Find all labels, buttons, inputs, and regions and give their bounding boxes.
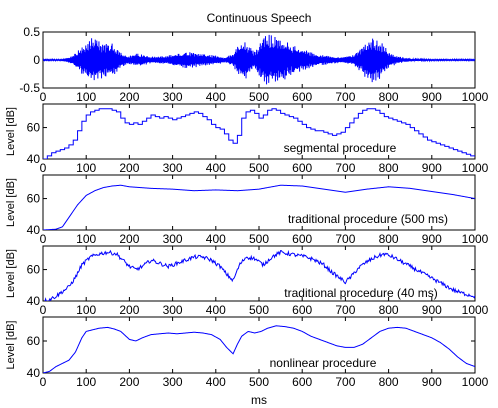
x-tick-label: 600 xyxy=(292,161,312,175)
x-tick-label: 500 xyxy=(249,161,269,175)
x-tick-label: 500 xyxy=(249,90,269,104)
y-tick-label: -0.5 xyxy=(19,81,40,95)
x-tick-label: 400 xyxy=(206,90,226,104)
x-tick-label: 700 xyxy=(335,303,355,317)
x-tick-label: 900 xyxy=(422,303,442,317)
x-tick-label: 500 xyxy=(249,375,269,389)
x-tick-label: 0 xyxy=(40,90,47,104)
x-tick-label: 100 xyxy=(76,90,96,104)
x-tick-label: 0 xyxy=(40,375,47,389)
x-tick-label: 200 xyxy=(119,161,139,175)
x-tick-label: 400 xyxy=(206,232,226,246)
plot-area xyxy=(42,174,476,231)
y-axis-label: Level [dB] xyxy=(5,107,17,156)
plot-area xyxy=(42,245,476,302)
x-tick-label: 1000 xyxy=(462,375,489,389)
x-tick-label: 700 xyxy=(335,90,355,104)
panel-annotation: traditional procedure (40 ms) xyxy=(284,286,437,300)
x-tick-label: 800 xyxy=(379,375,399,389)
x-tick-label: 400 xyxy=(206,303,226,317)
y-tick-label: 60 xyxy=(27,263,41,277)
x-tick-label: 100 xyxy=(76,375,96,389)
y-tick-label: 40 xyxy=(27,294,41,308)
series-line-segmental xyxy=(43,108,475,159)
x-tick-label: 100 xyxy=(76,161,96,175)
y-tick-label: 40 xyxy=(27,223,41,237)
x-tick-label: 0 xyxy=(40,232,47,246)
x-tick-label: 500 xyxy=(249,232,269,246)
x-tick-label: 600 xyxy=(292,375,312,389)
panel-annotation: segmental procedure xyxy=(284,141,397,155)
series-line-traditional-500 xyxy=(43,184,475,230)
panel-traditional-500: 0 100 200 300 400 500 600 700 800 900 1000 40 60 Leve… xyxy=(5,174,489,246)
plot-area xyxy=(42,103,476,160)
x-tick-label: 0 xyxy=(40,303,47,317)
panel-nonlinear: 0 100 200 300 400 500 600 700 800 900 1000 40 60 Leve… xyxy=(5,316,489,389)
x-tick-label: 700 xyxy=(335,375,355,389)
chart-title: Continuous Speech xyxy=(207,11,312,25)
x-tick-label: 400 xyxy=(206,161,226,175)
x-tick-label: 300 xyxy=(163,161,183,175)
x-tick-label: 200 xyxy=(119,90,139,104)
y-axis-label: Level [dB] xyxy=(5,178,17,227)
x-tick-label: 1000 xyxy=(462,161,489,175)
x-tick-label: 200 xyxy=(119,232,139,246)
x-tick-label: 100 xyxy=(76,232,96,246)
x-tick-label: 700 xyxy=(335,161,355,175)
x-tick-label: 300 xyxy=(163,303,183,317)
y-axis-label: Level [dB] xyxy=(5,249,17,298)
x-tick-label: 600 xyxy=(292,232,312,246)
series-line-traditional-40 xyxy=(44,249,475,301)
y-tick-label: 60 xyxy=(27,121,41,135)
panels: 0 100 200 300 400 500 600 700 800 900 1000-0.500.5… xyxy=(5,25,489,389)
x-tick-label: 100 xyxy=(76,303,96,317)
x-tick-label: 300 xyxy=(163,90,183,104)
y-axis-label: Level [dB] xyxy=(5,321,17,370)
x-tick-label: 700 xyxy=(335,232,355,246)
y-tick-label: 40 xyxy=(27,366,41,380)
x-tick-label: 800 xyxy=(379,303,399,317)
x-tick-label: 0 xyxy=(40,161,47,175)
series-line-waveform xyxy=(43,34,475,85)
x-tick-label: 400 xyxy=(206,375,226,389)
x-tick-label: 300 xyxy=(163,232,183,246)
x-tick-label: 900 xyxy=(422,161,442,175)
y-tick-label: 60 xyxy=(27,192,41,206)
y-tick-label: 0 xyxy=(33,53,40,67)
x-tick-label: 600 xyxy=(292,90,312,104)
panel-waveform: 0 100 200 300 400 500 600 700 800 900 1000-0.500.5 xyxy=(19,25,488,104)
plot-area xyxy=(42,316,476,374)
x-tick-label: 500 xyxy=(249,303,269,317)
x-tick-label: 200 xyxy=(119,303,139,317)
x-tick-label: 900 xyxy=(422,232,442,246)
x-tick-label: 800 xyxy=(379,232,399,246)
y-tick-label: 40 xyxy=(27,152,41,166)
panel-annotation: nonlinear procedure xyxy=(270,356,377,370)
panel-annotation: traditional procedure (500 ms) xyxy=(288,212,448,226)
series-line-nonlinear xyxy=(43,325,475,373)
x-tick-label: 900 xyxy=(422,375,442,389)
x-axis-label: ms xyxy=(251,393,267,407)
x-tick-label: 300 xyxy=(163,375,183,389)
x-tick-label: 800 xyxy=(379,90,399,104)
y-tick-label: 0.5 xyxy=(23,25,40,39)
x-tick-label: 900 xyxy=(422,90,442,104)
x-tick-label: 1000 xyxy=(462,232,489,246)
panel-traditional-40: 0 100 200 300 400 500 600 700 800 900 1000 40 60 Leve… xyxy=(5,245,489,317)
x-tick-label: 1000 xyxy=(462,303,489,317)
x-tick-label: 200 xyxy=(119,375,139,389)
x-tick-label: 600 xyxy=(292,303,312,317)
panel-segmental: 0 100 200 300 400 500 600 700 800 900 1000 40 60 Leve… xyxy=(5,103,489,175)
x-tick-label: 800 xyxy=(379,161,399,175)
x-tick-label: 1000 xyxy=(462,90,489,104)
y-tick-label: 60 xyxy=(27,334,41,348)
